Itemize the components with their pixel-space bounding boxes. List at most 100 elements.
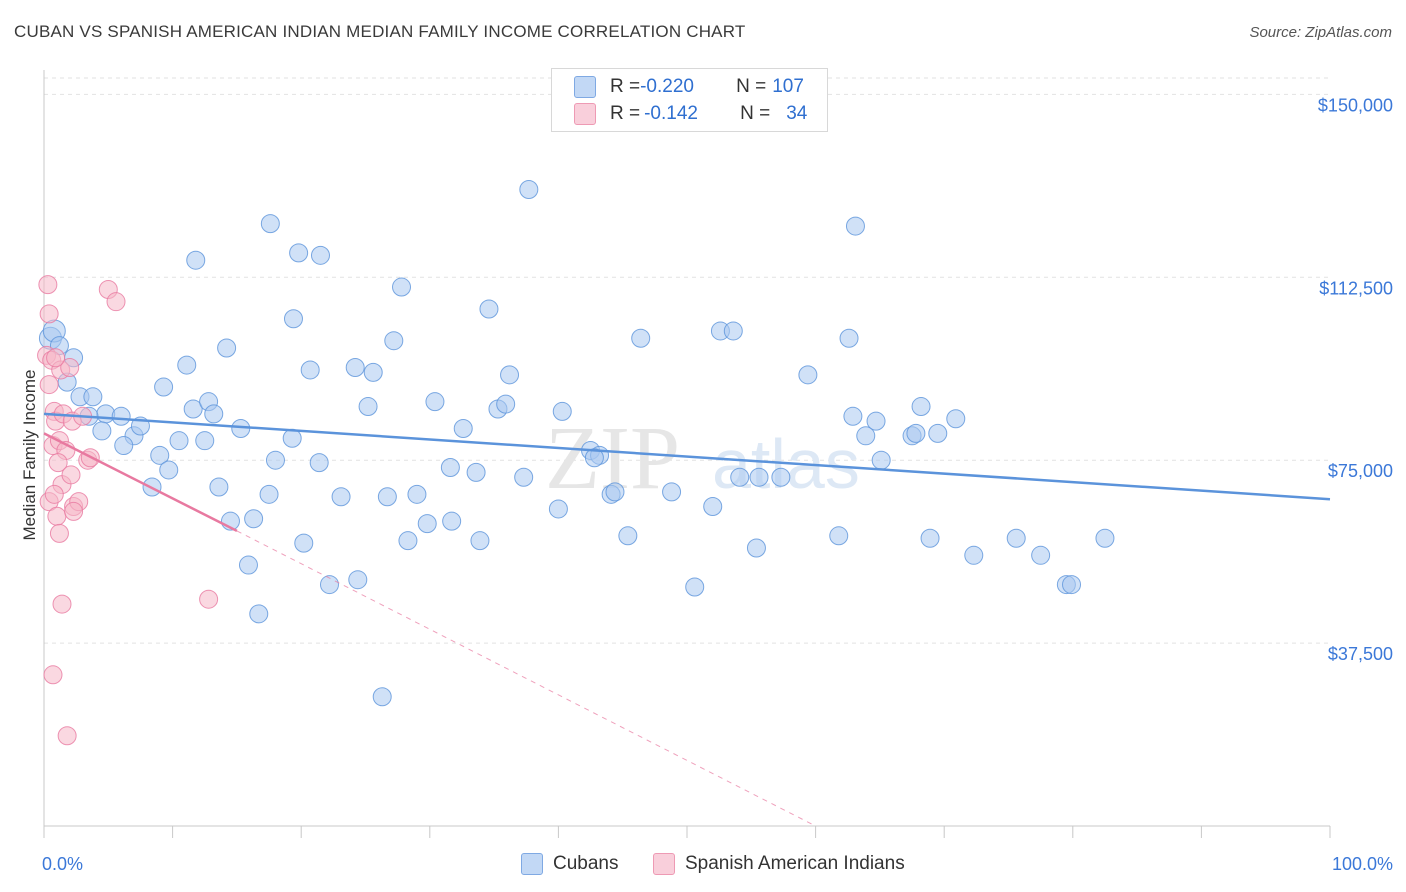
data-point bbox=[177, 355, 197, 375]
data-point bbox=[294, 533, 314, 553]
data-point bbox=[496, 394, 516, 414]
data-point bbox=[920, 528, 940, 548]
data-point bbox=[384, 331, 404, 351]
data-point bbox=[92, 421, 112, 441]
data-point bbox=[631, 328, 651, 348]
data-point bbox=[106, 292, 126, 312]
data-point bbox=[746, 538, 766, 558]
legend-r-value: -0.220 bbox=[640, 76, 694, 97]
data-point bbox=[209, 477, 229, 497]
data-point bbox=[749, 467, 769, 487]
data-point bbox=[300, 360, 320, 380]
data-point bbox=[1031, 545, 1051, 565]
data-point bbox=[703, 497, 723, 517]
data-point bbox=[514, 467, 534, 487]
chart-title: CUBAN VS SPANISH AMERICAN INDIAN MEDIAN … bbox=[14, 22, 746, 41]
axes bbox=[43, 70, 1331, 838]
data-point bbox=[309, 453, 329, 473]
legend-n-value: 34 bbox=[786, 103, 808, 124]
data-point bbox=[552, 401, 572, 421]
data-point bbox=[60, 358, 80, 378]
trend-line-extension bbox=[236, 530, 816, 827]
data-point bbox=[946, 409, 966, 429]
data-point bbox=[260, 214, 280, 234]
bottom-legend-cubans: Cubans bbox=[521, 852, 619, 876]
data-point bbox=[204, 404, 224, 424]
data-point bbox=[798, 365, 818, 385]
data-point bbox=[154, 377, 174, 397]
data-point bbox=[363, 362, 383, 382]
data-point bbox=[150, 445, 170, 465]
y-tick-label: $150,000 bbox=[1318, 95, 1393, 115]
data-point bbox=[244, 509, 264, 529]
data-point bbox=[906, 423, 926, 443]
data-point bbox=[398, 531, 418, 551]
data-point bbox=[159, 460, 179, 480]
x-tick-label: 0.0% bbox=[42, 854, 83, 874]
data-point bbox=[39, 375, 59, 395]
data-point bbox=[44, 484, 64, 504]
data-point bbox=[911, 397, 931, 417]
data-point bbox=[871, 450, 891, 470]
data-point bbox=[730, 467, 750, 487]
bottom-legend-swatch-cubans bbox=[521, 853, 543, 875]
data-point bbox=[61, 465, 81, 485]
legend-n-label: N = bbox=[736, 76, 767, 97]
data-point bbox=[466, 462, 486, 482]
y-tick-label: $112,500 bbox=[1319, 278, 1393, 298]
source-label: Source: ZipAtlas.com bbox=[1249, 24, 1392, 41]
legend-r-label: R = bbox=[610, 103, 641, 124]
data-point bbox=[195, 431, 215, 451]
data-point bbox=[1006, 528, 1026, 548]
data-point bbox=[289, 243, 309, 263]
bottom-legend-spanish-american-indians: Spanish American Indians bbox=[653, 852, 905, 876]
legend-row-cubans: R = -0.220 N = 107 bbox=[574, 75, 804, 99]
data-point bbox=[283, 309, 303, 329]
data-point bbox=[425, 392, 445, 412]
data-point bbox=[771, 467, 791, 487]
legend-n-label: N = bbox=[740, 103, 771, 124]
data-point bbox=[845, 216, 865, 236]
data-point bbox=[43, 665, 63, 685]
data-point bbox=[928, 423, 948, 443]
data-point bbox=[685, 577, 705, 597]
data-point bbox=[46, 348, 66, 368]
y-tick-label: $75,000 bbox=[1328, 461, 1393, 481]
data-point bbox=[548, 499, 568, 519]
data-point bbox=[52, 594, 72, 614]
data-point bbox=[217, 338, 237, 358]
legend-r-value: -0.142 bbox=[644, 103, 698, 124]
data-point bbox=[199, 589, 219, 609]
data-point bbox=[829, 526, 849, 546]
legend-r-label: R = bbox=[610, 76, 641, 97]
legend-swatch-cubans bbox=[574, 76, 596, 98]
data-point bbox=[48, 453, 68, 473]
data-point bbox=[964, 545, 984, 565]
data-point bbox=[345, 358, 365, 378]
data-point bbox=[442, 511, 462, 531]
data-point bbox=[358, 397, 378, 417]
data-point bbox=[866, 411, 886, 431]
data-point bbox=[407, 484, 427, 504]
data-point bbox=[1095, 528, 1115, 548]
data-point bbox=[1062, 575, 1082, 595]
data-point bbox=[605, 482, 625, 502]
data-point bbox=[377, 487, 397, 507]
data-point bbox=[839, 328, 859, 348]
y-tick-label: $37,500 bbox=[1328, 644, 1393, 664]
legend-n-value: 107 bbox=[772, 76, 804, 97]
data-point bbox=[265, 450, 285, 470]
data-point bbox=[372, 687, 392, 707]
data-point bbox=[618, 526, 638, 546]
data-point bbox=[186, 250, 206, 270]
data-point bbox=[111, 406, 131, 426]
data-point bbox=[319, 575, 339, 595]
legend-row-spanish-american-indians: R = -0.142 N = 34 bbox=[574, 102, 807, 126]
data-point bbox=[662, 482, 682, 502]
data-point bbox=[519, 179, 539, 199]
data-point bbox=[38, 275, 58, 295]
data-point bbox=[238, 555, 258, 575]
data-point bbox=[183, 399, 203, 419]
data-point bbox=[470, 531, 490, 551]
